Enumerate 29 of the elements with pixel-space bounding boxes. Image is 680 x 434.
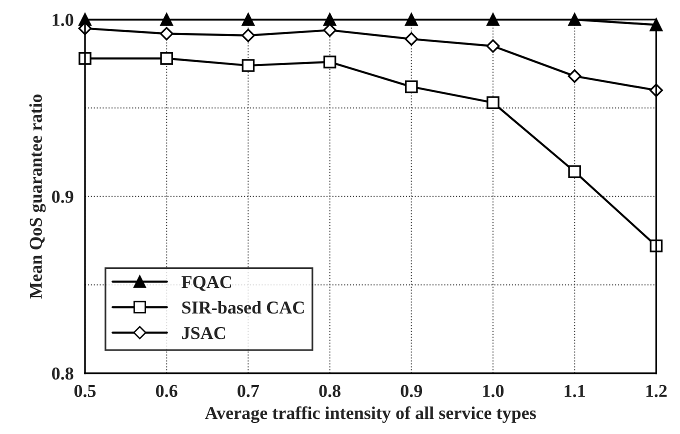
legend-label: FQAC	[182, 276, 232, 291]
point	[404, 32, 418, 46]
x-tick-label: 0.5	[74, 384, 96, 398]
point	[405, 80, 418, 94]
x-tick-label: 1.1	[564, 384, 585, 398]
point	[241, 28, 255, 42]
point	[568, 69, 582, 83]
y-axis-title: Mean QoS guarantee ratio	[29, 94, 46, 299]
x-tick-label: 0.7	[238, 384, 260, 398]
point	[486, 96, 500, 110]
point	[160, 52, 173, 65]
point	[486, 39, 500, 53]
point	[486, 13, 500, 26]
x-tick-label: 1.0	[483, 384, 504, 398]
y-tick-label: 1.0	[52, 14, 74, 26]
x-tick-label: 0.8	[319, 384, 340, 398]
legend-label: JSAC	[182, 327, 226, 340]
x-tick-label: 1.2	[646, 384, 667, 398]
point	[242, 59, 255, 72]
point	[568, 165, 581, 178]
x-tick-label: 0.6	[156, 384, 178, 398]
y-tick-label: 0.8	[52, 367, 74, 380]
point	[242, 13, 255, 26]
legend-label: SIR-based CAC	[182, 300, 304, 314]
point	[160, 26, 174, 40]
point	[323, 56, 336, 68]
x-tick-label: 0.9	[400, 384, 422, 398]
y-tick-label: 0.9	[52, 190, 74, 203]
x-axis-title: Average traffic intensity of all service types	[204, 406, 536, 423]
